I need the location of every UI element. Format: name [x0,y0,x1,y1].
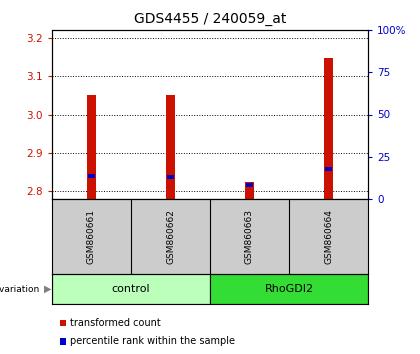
Bar [325,167,333,171]
Text: GSM860661: GSM860661 [87,209,96,264]
Text: genotype/variation: genotype/variation [0,285,39,293]
Text: GSM860664: GSM860664 [324,209,333,264]
Bar [167,175,174,179]
Text: percentile rank within the sample: percentile rank within the sample [70,337,235,347]
Bar [324,58,333,199]
Text: ▶: ▶ [44,284,51,294]
Bar [87,174,95,178]
Title: GDS4455 / 240059_at: GDS4455 / 240059_at [134,12,286,26]
Text: GSM860663: GSM860663 [245,209,254,264]
Text: RhoGDI2: RhoGDI2 [265,284,314,294]
Bar [245,182,254,199]
Bar [87,95,96,199]
Text: GSM860662: GSM860662 [166,209,175,264]
Bar [246,183,253,187]
Text: transformed count: transformed count [70,318,160,328]
Text: control: control [112,284,150,294]
Bar [52,274,210,304]
Bar [166,95,175,199]
Bar [210,274,368,304]
